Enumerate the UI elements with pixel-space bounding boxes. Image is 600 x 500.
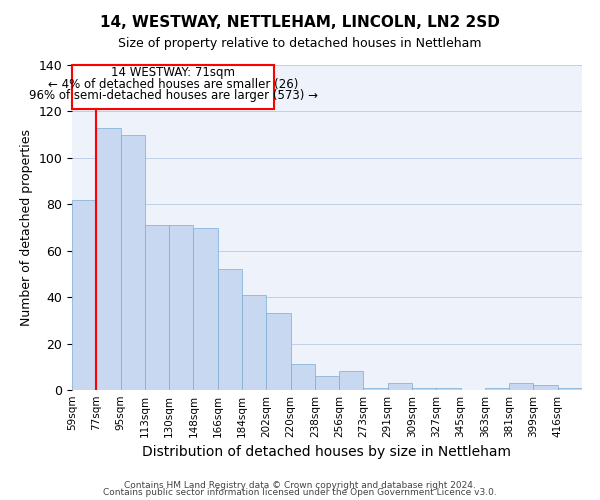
Bar	[96, 128, 121, 390]
Bar	[388, 383, 412, 390]
Bar	[290, 364, 315, 390]
Text: 96% of semi-detached houses are larger (573) →: 96% of semi-detached houses are larger (…	[29, 90, 317, 102]
Bar	[218, 270, 242, 390]
Bar	[145, 225, 169, 390]
Bar	[121, 134, 145, 390]
Bar	[485, 388, 509, 390]
Text: Contains public sector information licensed under the Open Government Licence v3: Contains public sector information licen…	[103, 488, 497, 497]
Text: 14, WESTWAY, NETTLEHAM, LINCOLN, LN2 2SD: 14, WESTWAY, NETTLEHAM, LINCOLN, LN2 2SD	[100, 15, 500, 30]
Bar	[509, 383, 533, 390]
Bar	[72, 200, 96, 390]
Bar	[364, 388, 388, 390]
Bar	[266, 314, 290, 390]
Bar	[242, 295, 266, 390]
Bar	[412, 388, 436, 390]
Bar	[193, 228, 218, 390]
Bar	[558, 388, 582, 390]
Text: Size of property relative to detached houses in Nettleham: Size of property relative to detached ho…	[118, 38, 482, 51]
Text: ← 4% of detached houses are smaller (26): ← 4% of detached houses are smaller (26)	[48, 78, 298, 91]
Bar	[315, 376, 339, 390]
X-axis label: Distribution of detached houses by size in Nettleham: Distribution of detached houses by size …	[143, 446, 511, 460]
Bar	[436, 388, 461, 390]
Text: Contains HM Land Registry data © Crown copyright and database right 2024.: Contains HM Land Registry data © Crown c…	[124, 480, 476, 490]
Bar	[73, 65, 274, 109]
Bar	[169, 225, 193, 390]
Bar	[339, 372, 364, 390]
Text: 14 WESTWAY: 71sqm: 14 WESTWAY: 71sqm	[111, 66, 235, 79]
Bar	[533, 386, 558, 390]
Y-axis label: Number of detached properties: Number of detached properties	[20, 129, 33, 326]
